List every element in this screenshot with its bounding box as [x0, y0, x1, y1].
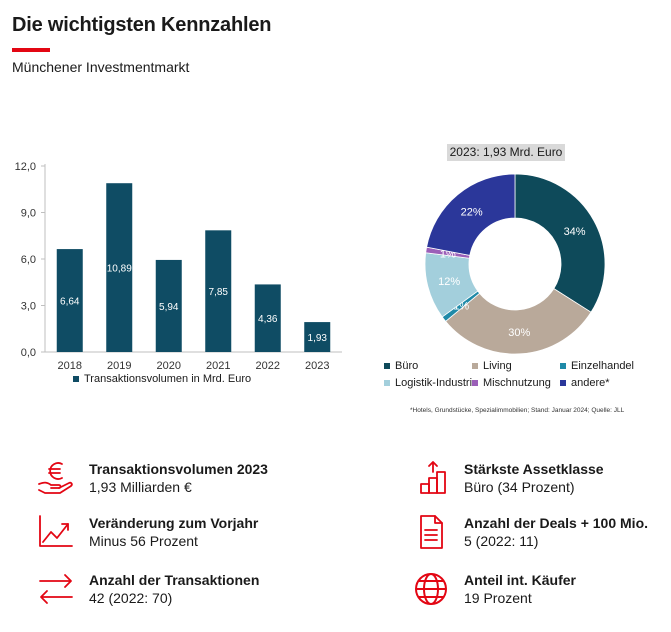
kpi-value: Büro (34 Prozent) — [464, 479, 575, 495]
rising-stairs-icon — [420, 461, 446, 494]
exchange-arrows-icon — [39, 574, 73, 604]
bar-legend-label: Transaktionsvolumen in Mrd. Euro — [84, 373, 252, 385]
bar — [106, 183, 133, 352]
bar — [304, 322, 331, 352]
bar — [155, 259, 182, 352]
legend-label: Mischnutzung — [483, 377, 551, 389]
kpi-transaktionsvolumen: Transaktionsvolumen 2023 1,93 Milliarden… — [36, 460, 268, 497]
legend-label: Büro — [395, 360, 419, 372]
legend-label: andere* — [571, 377, 610, 389]
legend-item-buero: Büro — [384, 360, 418, 372]
x-tick-label: 2018 — [58, 360, 82, 372]
kpi-label: Veränderung zum Vorjahr — [89, 515, 259, 531]
kpi-veraenderung: Veränderung zum Vorjahr Minus 56 Prozent — [36, 514, 258, 551]
donut-slice — [514, 173, 606, 313]
legend-swatch — [560, 380, 566, 386]
legend-swatch — [472, 380, 478, 386]
legend-swatch — [472, 363, 478, 369]
kpi-label: Anteil int. Käufer — [464, 572, 577, 588]
bar-value-label: 10,89 — [107, 264, 132, 275]
bar-value-label: 4,36 — [258, 314, 278, 325]
y-tick-label: 12,0 — [15, 161, 36, 173]
legend-swatch — [560, 363, 566, 369]
bar-legend: Transaktionsvolumen in Mrd. Euro — [73, 373, 251, 385]
legend-label: Einzelhandel — [571, 360, 634, 372]
legend-item-mischnutzung: Mischnutzung — [472, 377, 551, 389]
kpi-staerkste-assetklasse: Stärkste Assetklasse Büro (34 Prozent) — [411, 460, 604, 497]
bar — [205, 230, 232, 352]
y-tick-label: 9,0 — [21, 208, 36, 220]
trend-chart-icon — [39, 515, 73, 547]
donut-slice — [445, 288, 592, 355]
bar-legend-swatch — [73, 376, 79, 382]
donut-slice — [426, 173, 516, 256]
legend-item-einzelhandel: Einzelhandel — [560, 360, 634, 372]
donut-footnote: *Hotels, Grundstücke, Spezialimmobilien;… — [410, 407, 625, 414]
y-tick-label: 0,0 — [21, 347, 36, 359]
kpi-anzahl-deals: Anzahl der Deals + 100 Mio. 5 (2022: 11) — [411, 514, 648, 551]
kpi-label: Anzahl der Deals + 100 Mio. — [464, 515, 649, 531]
slice-label: 22% — [461, 207, 483, 219]
kpi-label: Anzahl der Transaktionen — [89, 572, 260, 588]
y-tick-label: 6,0 — [21, 254, 36, 266]
kpi-label: Stärkste Assetklasse — [464, 461, 604, 477]
legend-item-andere: andere* — [560, 377, 610, 389]
bar — [254, 284, 281, 352]
title-accent-bar — [12, 48, 50, 52]
x-tick-label: 2023 — [305, 360, 329, 372]
globe-icon — [415, 573, 447, 605]
kpi-value: 5 (2022: 11) — [464, 533, 539, 549]
x-tick-label: 2019 — [107, 360, 131, 372]
donut-chart: 34%30%1%12%1%22% — [424, 173, 606, 355]
legend-item-logistik: Logistik-Industrie — [384, 377, 478, 389]
kpi-value: 19 Prozent — [464, 590, 532, 606]
bar — [56, 249, 83, 352]
bar-value-label: 7,85 — [209, 287, 229, 298]
bar-value-label: 6,64 — [60, 297, 80, 308]
page-title: Die wichtigsten Kennzahlen — [12, 14, 272, 36]
kpi-value: 1,93 Milliarden € — [89, 479, 192, 495]
legend-swatch — [384, 363, 390, 369]
euro-hand-icon — [38, 462, 73, 494]
x-tick-label: 2022 — [256, 360, 280, 372]
kpi-anzahl-transaktionen: Anzahl der Transaktionen 42 (2022: 70) — [36, 571, 259, 608]
bar-value-label: 5,94 — [159, 302, 179, 313]
kpi-anteil-int-kaeufer: Anteil int. Käufer 19 Prozent — [411, 571, 576, 608]
legend-label: Logistik-Industrie — [395, 377, 479, 389]
bar-chart: 0,0 3,0 6,0 9,0 12,0 6,64 2018 10,89 2019 5,94 202… — [15, 161, 342, 372]
x-tick-label: 2021 — [206, 360, 230, 372]
slice-label: 12% — [438, 276, 460, 288]
donut-title: 2023: 1,93 Mrd. Euro — [447, 144, 565, 161]
slice-label: 30% — [508, 327, 530, 339]
kpi-label: Transaktionsvolumen 2023 — [89, 461, 268, 477]
y-tick-label: 3,0 — [21, 301, 36, 313]
document-icon — [420, 515, 443, 549]
page-subtitle: Münchener Investmentmarkt — [12, 59, 190, 75]
x-tick-label: 2020 — [157, 360, 181, 372]
legend-label: Living — [483, 360, 512, 372]
legend-swatch — [384, 380, 390, 386]
slice-label: 34% — [564, 226, 586, 238]
legend-item-living: Living — [472, 360, 512, 372]
kpi-value: Minus 56 Prozent — [89, 533, 198, 549]
kpi-value: 42 (2022: 70) — [89, 590, 173, 606]
bar-value-label: 1,93 — [308, 333, 328, 344]
